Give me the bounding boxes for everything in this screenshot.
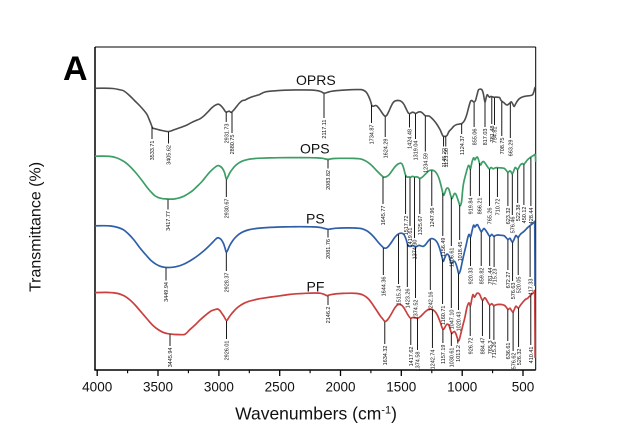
svg-text:450.12: 450.12 <box>522 207 528 224</box>
svg-text:2500: 2500 <box>265 380 295 395</box>
svg-text:417.33: 417.33 <box>528 279 534 296</box>
svg-text:3445.94: 3445.94 <box>168 348 174 368</box>
svg-text:3449.94: 3449.94 <box>164 282 170 302</box>
svg-text:1242.16: 1242.16 <box>429 292 435 312</box>
svg-text:PF: PF <box>307 279 325 295</box>
svg-text:1417.62: 1417.62 <box>409 347 415 367</box>
svg-text:1374.58: 1374.58 <box>416 352 422 372</box>
svg-text:1018.45: 1018.45 <box>458 242 464 262</box>
svg-text:1515.24: 1515.24 <box>397 286 403 306</box>
svg-text:3000: 3000 <box>204 380 234 395</box>
svg-text:OPRS: OPRS <box>296 72 336 88</box>
svg-text:OPS: OPS <box>300 141 330 157</box>
svg-text:2000: 2000 <box>325 380 355 395</box>
svg-text:781.48: 781.48 <box>490 126 496 143</box>
svg-text:3405.62: 3405.62 <box>167 145 173 165</box>
svg-text:715.23: 715.23 <box>492 269 498 286</box>
svg-text:884.47: 884.47 <box>481 338 487 355</box>
svg-text:919.84: 919.84 <box>469 198 475 215</box>
svg-text:1156.49: 1156.49 <box>441 238 447 257</box>
svg-text:PS: PS <box>306 211 325 227</box>
svg-text:522.38: 522.38 <box>516 205 522 222</box>
svg-text:1423.26: 1423.26 <box>406 289 412 309</box>
svg-text:1374.52: 1374.52 <box>414 300 420 320</box>
svg-text:754.81: 754.81 <box>493 127 499 144</box>
svg-text:2083.82: 2083.82 <box>326 170 332 190</box>
svg-text:765.26: 765.26 <box>488 208 494 225</box>
svg-text:817.03: 817.03 <box>483 129 489 146</box>
svg-text:1047.10: 1047.10 <box>450 310 456 330</box>
svg-text:1123.50: 1123.50 <box>444 148 450 167</box>
svg-text:920.33: 920.33 <box>469 268 475 285</box>
svg-text:526.32: 526.32 <box>517 349 523 366</box>
svg-text:1319.04: 1319.04 <box>414 141 420 161</box>
svg-text:1419.61: 1419.61 <box>408 228 414 248</box>
svg-text:623.32: 623.32 <box>506 208 512 225</box>
svg-text:855.06: 855.06 <box>472 129 478 146</box>
svg-text:715.26: 715.26 <box>492 342 498 359</box>
svg-text:1517.72: 1517.72 <box>404 216 410 236</box>
svg-text:1160.71: 1160.71 <box>441 306 447 325</box>
svg-text:2926.01: 2926.01 <box>225 341 231 361</box>
svg-text:1157.19: 1157.19 <box>441 345 447 364</box>
svg-text:636.61: 636.61 <box>506 343 512 360</box>
svg-text:926.72: 926.72 <box>468 338 474 355</box>
svg-text:1734.87: 1734.87 <box>370 125 376 145</box>
svg-text:Transmittance (%): Transmittance (%) <box>28 162 45 292</box>
svg-text:1424.48: 1424.48 <box>408 129 414 149</box>
svg-text:2931.73: 2931.73 <box>224 124 230 144</box>
svg-text:1234.59: 1234.59 <box>424 153 430 173</box>
svg-text:2081.76: 2081.76 <box>326 239 332 259</box>
svg-text:1325.67: 1325.67 <box>418 216 424 236</box>
svg-text:2146.2: 2146.2 <box>326 307 332 324</box>
svg-text:1145.22: 1145.22 <box>442 148 448 167</box>
svg-text:2928.37: 2928.37 <box>225 273 231 293</box>
svg-text:428.44: 428.44 <box>529 208 535 225</box>
svg-text:1242.74: 1242.74 <box>431 350 437 370</box>
svg-text:710.72: 710.72 <box>496 199 502 216</box>
svg-text:576.46: 576.46 <box>511 217 517 234</box>
svg-text:576.63: 576.63 <box>511 283 517 300</box>
svg-text:1124.37: 1124.37 <box>460 136 466 155</box>
svg-text:1624.29: 1624.29 <box>383 139 389 159</box>
svg-text:Wavenumbers (cm-1): Wavenumbers (cm-1) <box>235 404 397 424</box>
svg-text:4000: 4000 <box>82 380 112 395</box>
svg-text:576.62: 576.62 <box>511 353 517 370</box>
svg-text:859.82: 859.82 <box>479 268 485 285</box>
svg-text:1000: 1000 <box>447 380 477 395</box>
svg-text:1020.43: 1020.43 <box>457 312 463 332</box>
svg-text:2117.11: 2117.11 <box>322 120 328 139</box>
svg-text:3533.71: 3533.71 <box>150 141 156 161</box>
svg-text:672.27: 672.27 <box>506 272 512 289</box>
svg-text:1644.36: 1644.36 <box>382 277 388 297</box>
svg-text:781.44: 781.44 <box>488 268 494 285</box>
svg-text:2880.75: 2880.75 <box>230 135 236 155</box>
svg-text:1030.61: 1030.61 <box>450 348 456 368</box>
svg-text:765.3: 765.3 <box>488 341 494 355</box>
svg-text:2930.67: 2930.67 <box>225 199 231 219</box>
svg-text:1013.2: 1013.2 <box>456 345 462 362</box>
svg-text:520.05: 520.05 <box>516 277 522 294</box>
svg-text:1634.32: 1634.32 <box>383 346 389 366</box>
svg-text:866.21: 866.21 <box>478 198 484 215</box>
svg-text:A: A <box>63 50 88 88</box>
svg-text:663.29: 663.29 <box>509 140 515 157</box>
svg-text:708.75: 708.75 <box>500 138 506 155</box>
svg-text:500: 500 <box>512 380 535 395</box>
svg-text:1500: 1500 <box>386 380 416 395</box>
svg-text:410.41: 410.41 <box>529 347 535 364</box>
svg-text:1645.77: 1645.77 <box>381 206 387 226</box>
svg-text:3500: 3500 <box>143 380 173 395</box>
svg-text:1247.96: 1247.96 <box>430 208 436 228</box>
svg-text:3417.77: 3417.77 <box>166 211 172 231</box>
svg-text:1106.61: 1106.61 <box>450 248 456 267</box>
